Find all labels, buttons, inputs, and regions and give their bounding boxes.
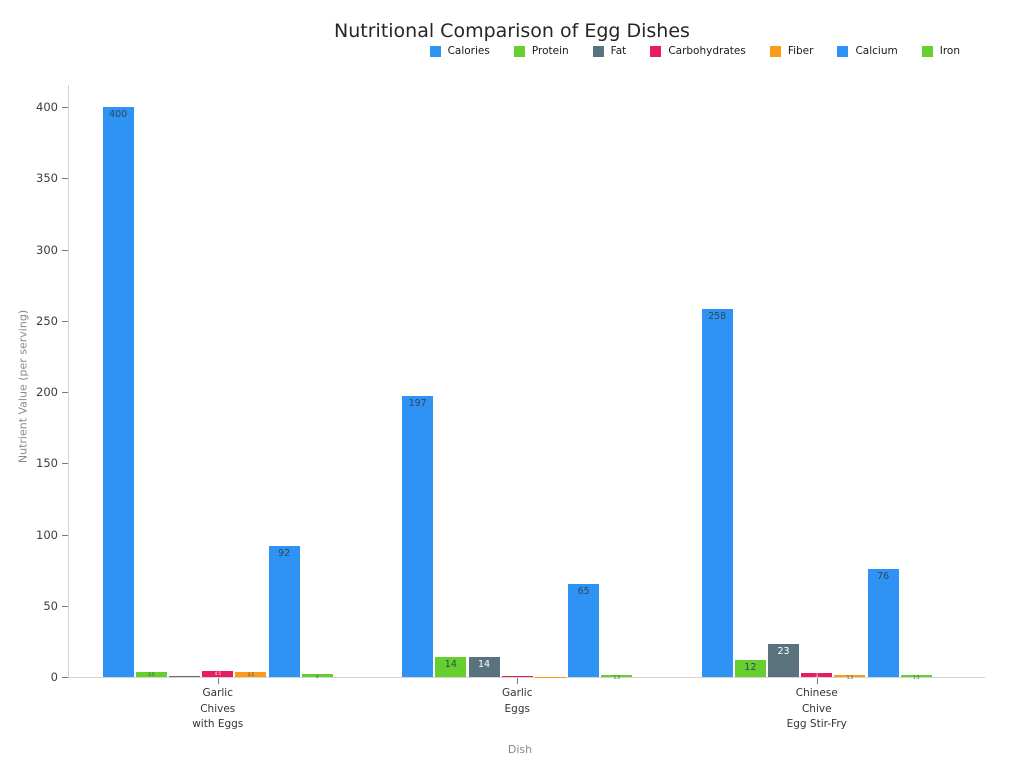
- y-tick-label: 400: [36, 100, 58, 114]
- chart-title: Nutritional Comparison of Egg Dishes: [334, 20, 690, 42]
- x-tick-mark: [217, 678, 219, 684]
- bar-value-label: 258: [708, 311, 727, 323]
- bar-fiber-2: [534, 676, 566, 677]
- bar-iron-3: 1.5: [900, 674, 932, 680]
- bar-value-label: 12: [744, 661, 757, 673]
- x-tick-mark: [816, 678, 818, 684]
- legend-label: Iron: [939, 45, 960, 57]
- y-tick-mark: [62, 320, 68, 322]
- legend: Calories Protein Fat Carbohydrates Fiber Calc…: [429, 45, 960, 57]
- bar-value-label: 65: [577, 586, 590, 598]
- bar-iron-1: 2: [301, 674, 333, 680]
- x-tick-mark: [517, 678, 519, 684]
- bar-value-label: 23: [777, 646, 790, 658]
- legend-item-protein: Protein: [513, 45, 569, 57]
- bar-calcium-1: 92: [268, 545, 300, 677]
- legend-swatch-icon: [921, 45, 933, 57]
- y-axis-title: Nutrient Value (per serving): [16, 309, 30, 464]
- legend-item-iron: Iron: [921, 45, 960, 57]
- bar-fat-2: 14: [468, 657, 500, 677]
- bar-value-label: 3: [815, 672, 819, 678]
- bar-value-label: 4.5: [214, 671, 221, 677]
- y-tick-mark: [62, 249, 68, 251]
- legend-item-calories: Calories: [429, 45, 490, 57]
- y-tick-mark: [62, 534, 68, 536]
- legend-swatch-icon: [769, 45, 781, 57]
- y-tick-mark: [62, 677, 68, 678]
- bar-value-label: 1.5: [846, 674, 854, 680]
- bar-value-label: 14: [444, 659, 457, 671]
- legend-label: Carbohydrates: [668, 45, 746, 57]
- y-tick-label: 50: [43, 598, 58, 613]
- bar-protein-3: 12: [734, 659, 766, 677]
- y-tick-label: 350: [36, 171, 58, 186]
- y-tick-label: 0: [50, 670, 58, 684]
- y-tick-mark: [62, 605, 68, 607]
- y-tick-label: 200: [36, 385, 58, 399]
- bar-calcium-2: 65: [568, 584, 600, 677]
- bar-value-label: 3.5: [148, 672, 155, 677]
- bar-calories-3: 258: [701, 309, 733, 677]
- bar-carbohydrates-1: 4.5: [202, 670, 234, 677]
- bar-value-label: 92: [278, 547, 291, 559]
- legend-swatch-icon: [513, 45, 525, 57]
- bar-fiber-1: 3.5: [235, 672, 267, 677]
- legend-label: Fat: [610, 45, 627, 57]
- category-label-garlic: Garlic Eggs: [502, 687, 533, 715]
- legend-item-fat: Fat: [592, 45, 627, 57]
- y-tick-mark: [62, 392, 68, 393]
- bar-protein-2: 14: [435, 657, 467, 677]
- y-tick-label: 300: [36, 242, 58, 257]
- y-tick-mark: [62, 463, 68, 465]
- y-tick-label: 100: [36, 527, 58, 542]
- legend-item-fiber: Fiber: [769, 45, 814, 57]
- bar-fat-1: [169, 675, 201, 677]
- bar-iron-2: 1.5: [601, 674, 633, 680]
- bar-value-label: 1.5: [913, 674, 920, 680]
- y-tick-label: 150: [36, 456, 58, 471]
- bar-fat-3: 23: [768, 644, 800, 677]
- bar-value-label: 197: [408, 398, 427, 410]
- bar-protein-1: 3.5: [135, 672, 167, 677]
- bar-value-label: 3.5: [247, 672, 255, 677]
- legend-swatch-icon: [650, 45, 662, 57]
- bar-value-label: 2: [316, 674, 319, 680]
- y-tick-label: 250: [36, 313, 58, 328]
- category-label-chinese: Chinese Chive Egg Stir-Fry: [786, 687, 847, 730]
- legend-label: Fiber: [787, 45, 814, 57]
- bar-calcium-3: 76: [867, 568, 899, 677]
- x-axis-title: Dish: [507, 743, 533, 756]
- legend-swatch-icon: [837, 45, 849, 57]
- legend-swatch-icon: [592, 45, 604, 57]
- bar-fiber-3: 1.5: [834, 674, 866, 680]
- bar-value-label: 1.5: [613, 674, 621, 680]
- legend-item-carbohydrates: Carbohydrates: [650, 45, 746, 57]
- y-tick-mark: [62, 178, 68, 180]
- legend-swatch-icon: [429, 45, 441, 57]
- bar-value-label: 14: [478, 659, 491, 671]
- y-axis-line: [68, 85, 69, 677]
- y-tick-mark: [62, 107, 68, 108]
- bar-carbohydrates-3: 3: [801, 672, 833, 678]
- category-label-garlic: Garlic Chives with Eggs: [192, 687, 244, 730]
- bar-carbohydrates-2: [501, 675, 533, 677]
- legend-item-calcium: Calcium: [837, 45, 898, 57]
- bar-calories-1: 400: [102, 107, 134, 677]
- bar-value-label: 76: [877, 570, 890, 582]
- legend-label: Calories: [447, 45, 490, 57]
- legend-label: Protein: [531, 45, 569, 57]
- bar-value-label: 400: [109, 109, 128, 120]
- bar-calories-2: 197: [402, 396, 434, 677]
- legend-label: Calcium: [855, 45, 898, 57]
- x-axis-line: [68, 677, 985, 678]
